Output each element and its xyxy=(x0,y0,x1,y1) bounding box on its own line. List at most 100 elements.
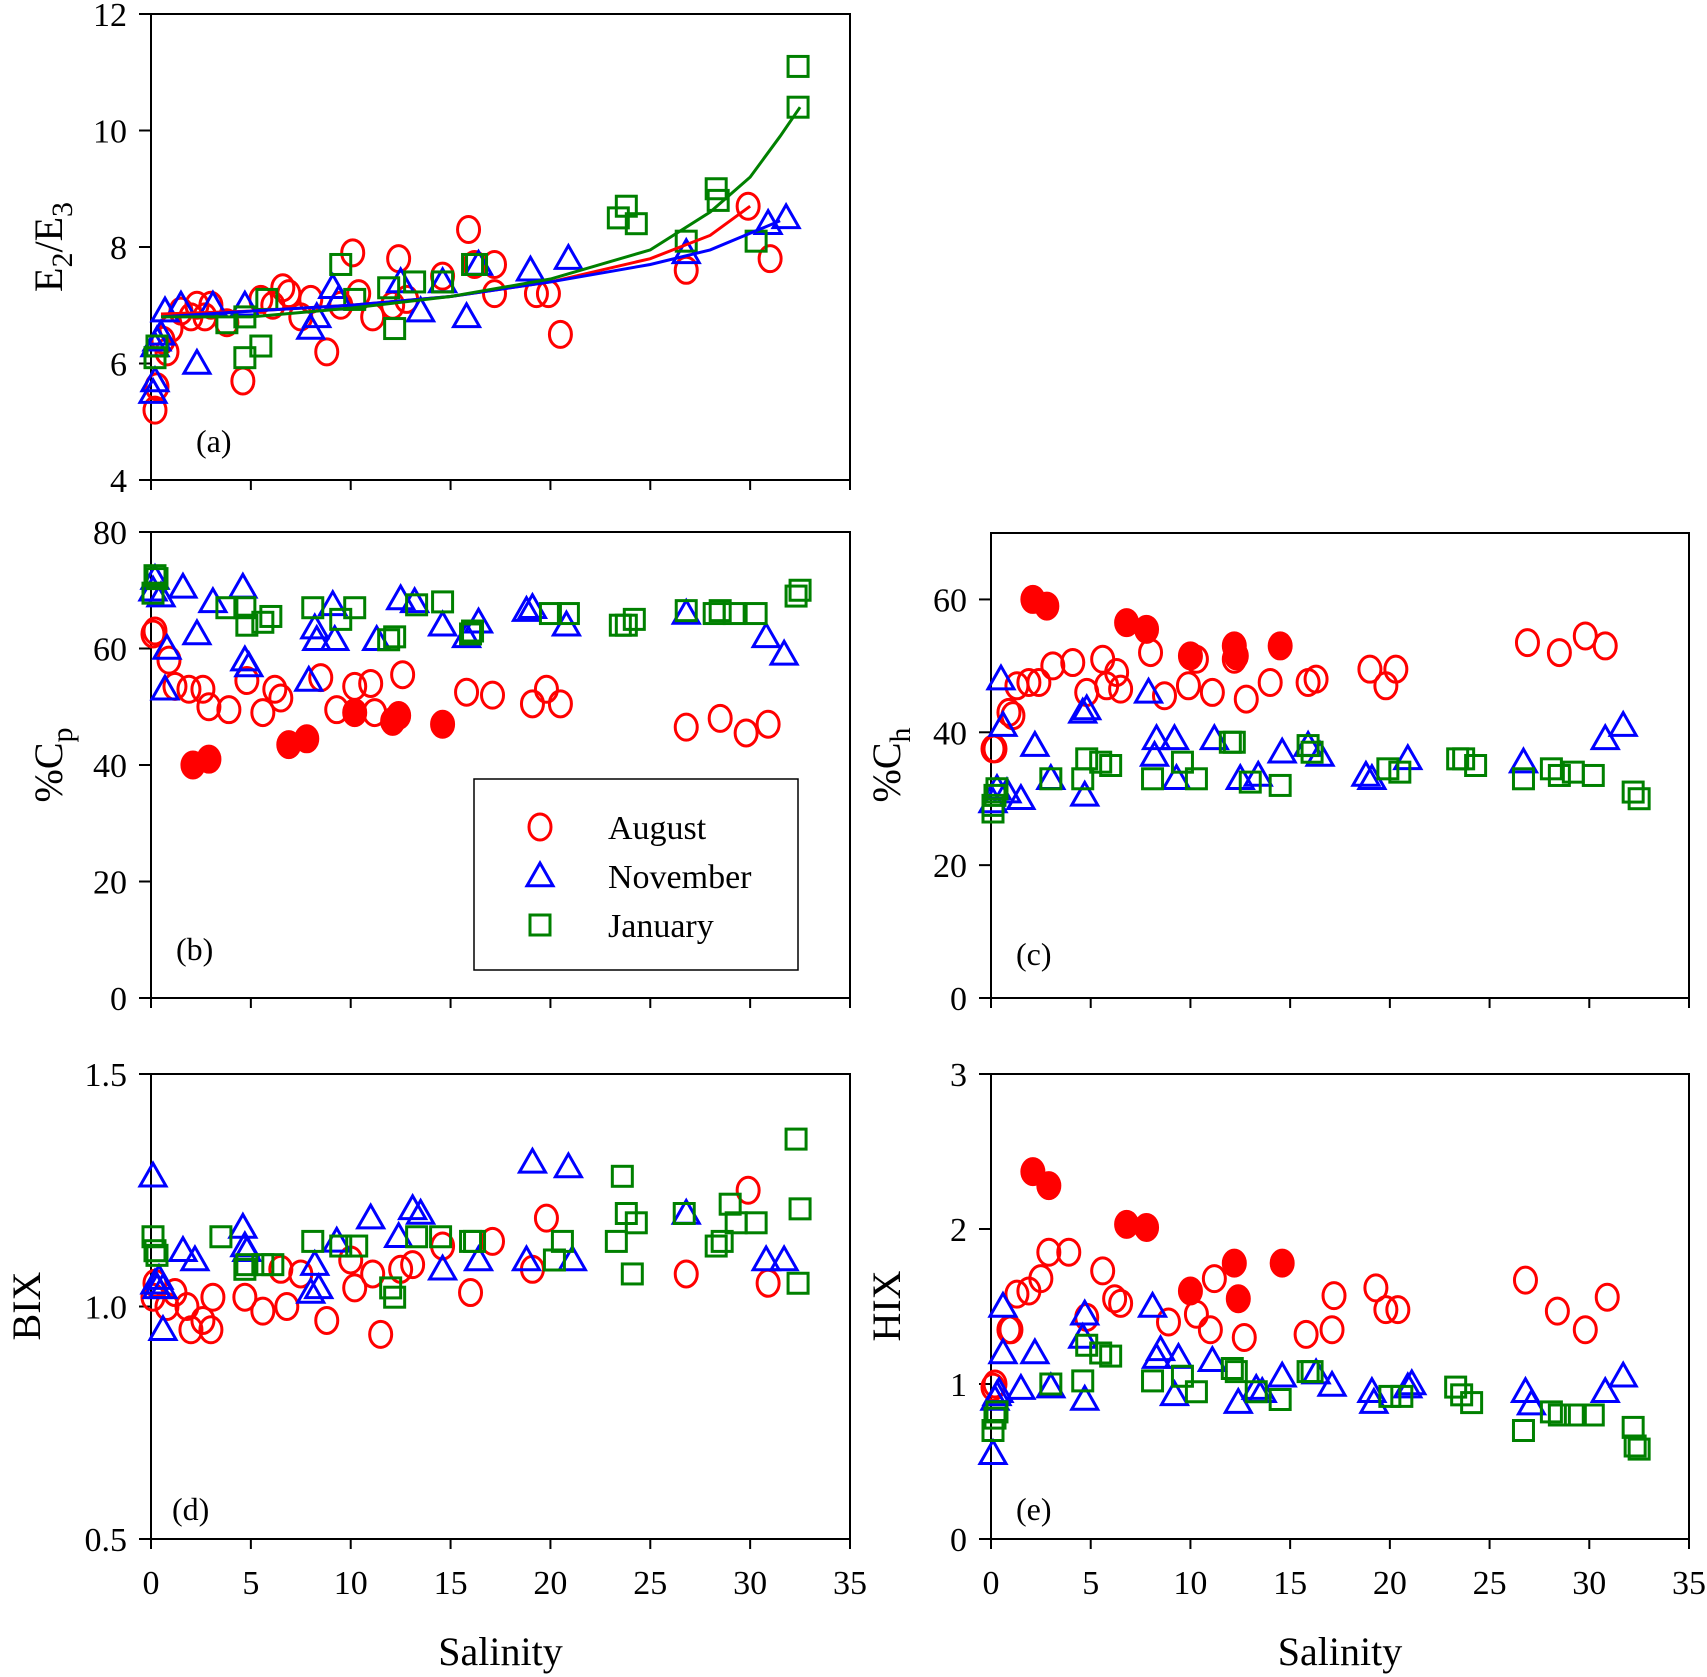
panel-label: (e) xyxy=(1016,1491,1052,1527)
data-point xyxy=(786,95,810,119)
x-tick-label: 5 xyxy=(1082,1565,1099,1602)
data-point xyxy=(462,1243,495,1272)
fit-line-november xyxy=(160,219,781,319)
data-point xyxy=(1244,1380,1268,1404)
data-point xyxy=(1581,1403,1605,1427)
data-point xyxy=(1224,1360,1248,1384)
data-point xyxy=(250,1296,276,1326)
data-point xyxy=(1108,674,1134,704)
data-point xyxy=(755,709,781,739)
data-point xyxy=(1321,1281,1347,1311)
data-point xyxy=(360,1259,386,1289)
data-point xyxy=(624,212,648,236)
y-tick-label: 1 xyxy=(950,1367,967,1404)
x-tick-label: 10 xyxy=(1173,1565,1207,1602)
data-point xyxy=(1238,770,1262,794)
y-tick-label: 1.5 xyxy=(85,1057,128,1094)
data-point xyxy=(274,1292,300,1321)
series-august xyxy=(140,616,781,780)
data-point xyxy=(197,585,229,614)
data-point xyxy=(1452,747,1476,771)
data-point xyxy=(145,334,169,358)
data-point xyxy=(1075,747,1099,771)
data-point xyxy=(1385,1295,1411,1325)
data-point xyxy=(622,607,646,631)
data-point xyxy=(268,683,294,713)
data-point xyxy=(174,1292,200,1321)
data-point xyxy=(1222,730,1246,754)
panel-a: 4 6 8 10 12 E2/E3 (a) xyxy=(26,0,851,500)
data-point-filled xyxy=(1221,1248,1247,1278)
x-tick-label: 15 xyxy=(434,1565,468,1602)
legend-item-november: November xyxy=(524,859,752,896)
data-point xyxy=(233,346,257,370)
data-point xyxy=(227,571,259,599)
data-point xyxy=(533,674,559,704)
data-point xyxy=(1069,1383,1101,1411)
data-point xyxy=(140,619,166,649)
data-point xyxy=(1060,648,1086,678)
data-point xyxy=(1589,722,1621,751)
data-point xyxy=(167,571,199,599)
data-point xyxy=(1158,722,1191,751)
data-point xyxy=(1572,1315,1598,1345)
x-tick-label: 20 xyxy=(533,1565,567,1602)
data-point xyxy=(403,270,427,294)
data-point xyxy=(145,318,177,346)
data-point xyxy=(552,1150,584,1179)
data-point xyxy=(276,279,302,309)
legend-marker-circle-icon xyxy=(527,812,553,842)
data-point xyxy=(1039,767,1063,791)
data-point xyxy=(744,1211,768,1235)
data-point xyxy=(516,1146,549,1174)
legend: August November January xyxy=(473,778,799,971)
y-tick-label: 1.0 xyxy=(85,1290,128,1327)
data-point xyxy=(368,1319,394,1349)
data-point xyxy=(1004,1279,1030,1309)
y-tick-label: 0 xyxy=(950,981,967,1018)
legend-label: August xyxy=(608,810,707,847)
data-point xyxy=(167,1234,199,1262)
y-axis-title-sub: p xyxy=(46,728,79,743)
data-point xyxy=(145,567,169,591)
data-point xyxy=(181,617,213,646)
data-point xyxy=(982,1369,1008,1399)
data-point xyxy=(1026,667,1052,697)
data-point xyxy=(547,689,573,719)
data-point xyxy=(1184,1380,1208,1404)
data-point xyxy=(1071,693,1103,721)
data-point xyxy=(461,619,485,643)
series-november xyxy=(977,1290,1639,1465)
data-point xyxy=(1136,1290,1169,1318)
data-point xyxy=(1383,654,1409,684)
data-point xyxy=(1170,750,1194,774)
y-tick-label: 40 xyxy=(933,715,967,752)
data-point xyxy=(229,289,261,317)
data-point xyxy=(1378,1384,1402,1408)
data-point xyxy=(1303,664,1329,694)
y-tick-label: 12 xyxy=(93,0,127,34)
data-point xyxy=(301,300,333,329)
data-point xyxy=(1511,1419,1535,1442)
data-point-filled xyxy=(1034,591,1060,621)
fit-line-january xyxy=(160,106,802,319)
data-point-filled xyxy=(294,724,320,754)
data-point xyxy=(216,695,242,725)
data-point xyxy=(345,1234,369,1258)
data-point xyxy=(1155,1307,1181,1337)
data-point xyxy=(405,1225,429,1249)
x-tick-label: 25 xyxy=(1473,1565,1507,1602)
x-tick-label: 10 xyxy=(334,1565,368,1602)
y-axis-title-main: E xyxy=(26,268,71,292)
data-point xyxy=(987,1290,1019,1318)
data-point xyxy=(706,188,730,212)
data-point xyxy=(704,177,728,201)
plot-frame xyxy=(990,1073,1690,1540)
data-point xyxy=(985,663,1017,691)
data-point xyxy=(1019,729,1051,757)
y-tick-label: 0 xyxy=(110,981,127,1018)
data-point xyxy=(176,674,202,704)
data-point xyxy=(249,334,273,358)
data-point xyxy=(735,1175,761,1205)
data-point-filled xyxy=(430,709,456,739)
